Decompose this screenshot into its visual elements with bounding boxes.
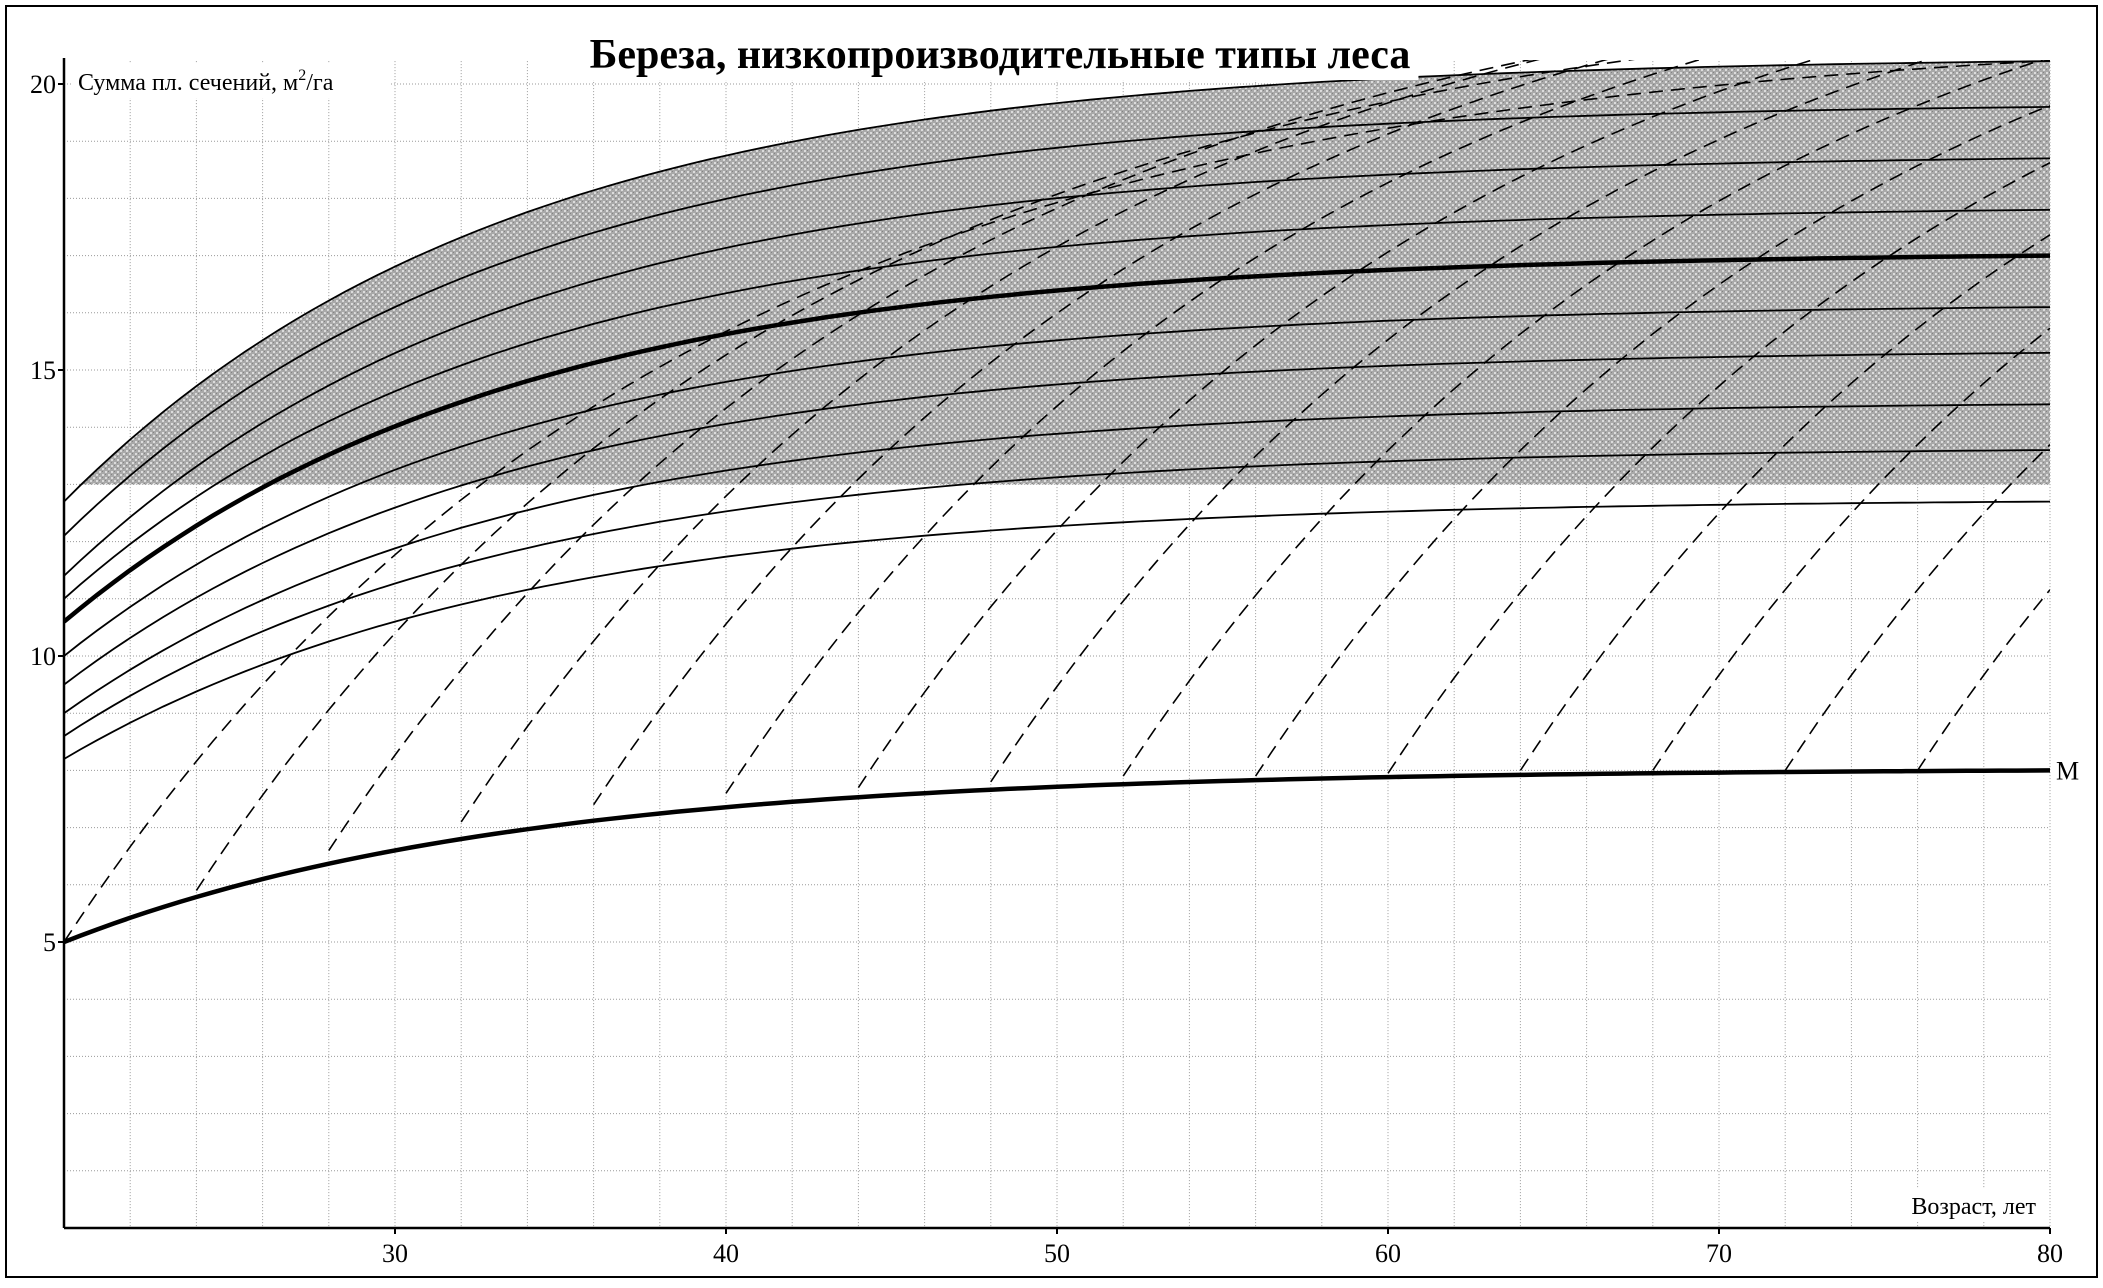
dashed-curve (857, 60, 1815, 789)
dashed-curve (1387, 161, 2050, 774)
solid-curves (64, 60, 2050, 945)
dashed-curve (1254, 104, 2050, 777)
curve-label-m: M (2056, 756, 2079, 785)
solid-curve (64, 403, 2050, 714)
dashed-curve (725, 60, 1701, 794)
y-axis-label: Сумма пл. сечений, м2/га (78, 67, 334, 96)
solid-curve (64, 449, 2050, 737)
xlabel-background (1892, 1188, 2040, 1222)
solid-curve-bold (64, 253, 2050, 624)
tick-labels: 30 40 50 60 70 80 5 10 15 20 (30, 70, 2063, 1268)
y-tick-label: 10 (30, 642, 56, 671)
solid-curve (64, 500, 2050, 760)
x-tick-label: 30 (382, 1239, 408, 1268)
solid-curve (64, 306, 2050, 657)
dashed-curve (1652, 327, 2050, 771)
x-tick-label: 70 (1706, 1239, 1732, 1268)
dashed-curve (328, 60, 1533, 851)
x-tick-label: 60 (1375, 1239, 1401, 1268)
shaded-region (64, 61, 2050, 485)
dashed-curve (1916, 589, 2050, 771)
y-tick-label: 20 (30, 70, 56, 99)
x-tick-label: 40 (713, 1239, 739, 1268)
y-axis-label-superscript: 2 (298, 67, 306, 84)
dashed-curves (64, 60, 2050, 943)
dashed-curve (1519, 234, 2050, 771)
y-tick-label: 5 (43, 928, 56, 957)
y-tick-label: 15 (30, 356, 56, 385)
title-background (581, 30, 1419, 80)
dashed-curve (460, 60, 1540, 823)
dashed-curve (64, 60, 2050, 943)
dashed-curve (1784, 444, 2050, 771)
solid-curve-bold (64, 768, 2050, 945)
dashed-curve (195, 60, 1635, 891)
y-axis-label-unit: /га (306, 70, 334, 96)
y-axis-label-text: Сумма пл. сечений, м (78, 70, 298, 96)
dashed-curve (990, 60, 1929, 783)
x-tick-label: 80 (2037, 1239, 2063, 1268)
solid-curve (64, 157, 2050, 577)
ylabel-background (72, 64, 390, 98)
solid-curve (64, 60, 2050, 503)
solid-curve (64, 106, 2050, 537)
chart-title: Береза, низкопроизводительные типы леса (590, 32, 1411, 78)
x-tick-label: 50 (1044, 1239, 1070, 1268)
solid-curve (64, 351, 2050, 686)
x-axis-label: Возраст, лет (1911, 1194, 2036, 1220)
